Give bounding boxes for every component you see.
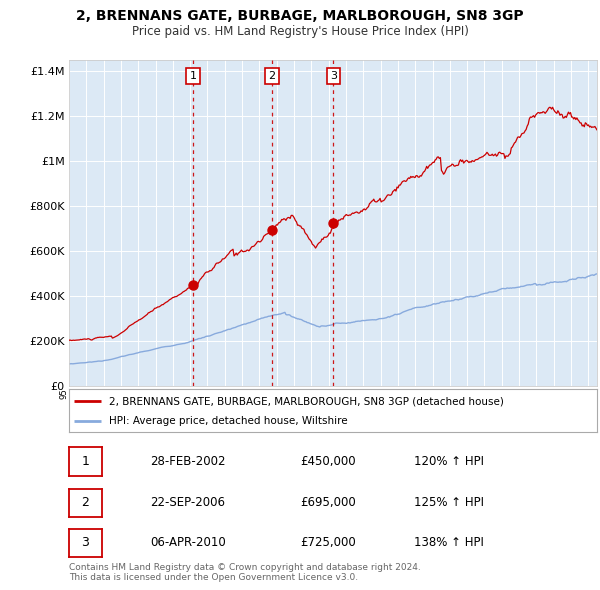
Text: £695,000: £695,000 xyxy=(300,496,356,509)
Text: Price paid vs. HM Land Registry's House Price Index (HPI): Price paid vs. HM Land Registry's House … xyxy=(131,25,469,38)
Text: HPI: Average price, detached house, Wiltshire: HPI: Average price, detached house, Wilt… xyxy=(109,417,347,426)
Text: 22-SEP-2006: 22-SEP-2006 xyxy=(150,496,225,509)
Text: 28-FEB-2002: 28-FEB-2002 xyxy=(150,455,226,468)
Text: 2: 2 xyxy=(82,496,89,509)
Text: 138% ↑ HPI: 138% ↑ HPI xyxy=(414,536,484,549)
Text: 3: 3 xyxy=(330,71,337,81)
Text: 06-APR-2010: 06-APR-2010 xyxy=(150,536,226,549)
Text: £725,000: £725,000 xyxy=(300,536,356,549)
Text: 1: 1 xyxy=(190,71,196,81)
Text: 3: 3 xyxy=(82,536,89,549)
Text: £450,000: £450,000 xyxy=(300,455,356,468)
Text: 120% ↑ HPI: 120% ↑ HPI xyxy=(414,455,484,468)
Text: 2, BRENNANS GATE, BURBAGE, MARLBOROUGH, SN8 3GP (detached house): 2, BRENNANS GATE, BURBAGE, MARLBOROUGH, … xyxy=(109,396,503,407)
Text: 1: 1 xyxy=(82,455,89,468)
Text: Contains HM Land Registry data © Crown copyright and database right 2024.
This d: Contains HM Land Registry data © Crown c… xyxy=(69,563,421,582)
Text: 2: 2 xyxy=(269,71,275,81)
Text: 2, BRENNANS GATE, BURBAGE, MARLBOROUGH, SN8 3GP: 2, BRENNANS GATE, BURBAGE, MARLBOROUGH, … xyxy=(76,9,524,23)
Text: 125% ↑ HPI: 125% ↑ HPI xyxy=(414,496,484,509)
